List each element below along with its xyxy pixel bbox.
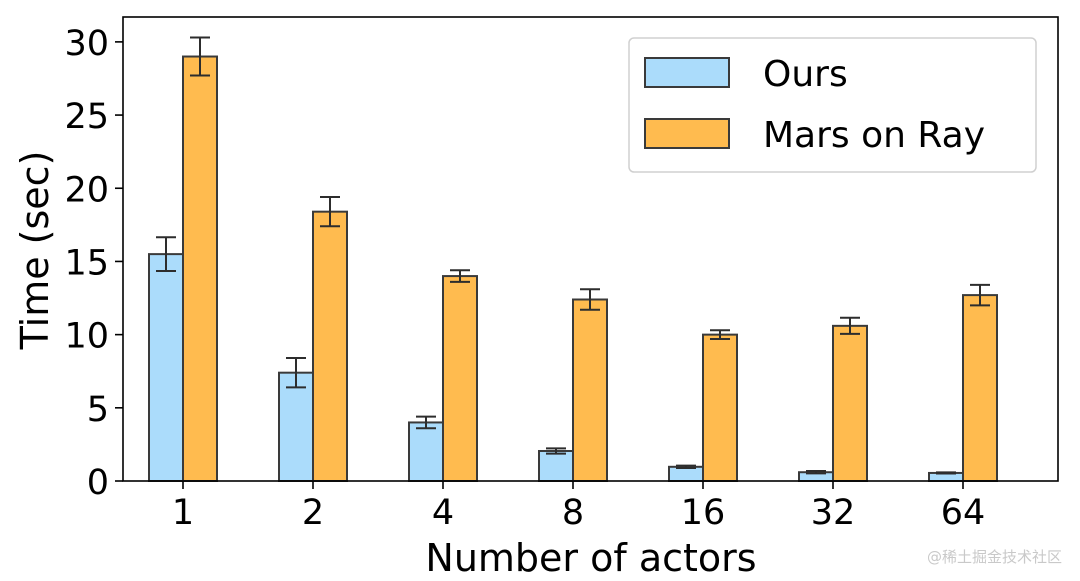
bar — [538, 449, 574, 482]
y-tick-label: 25 — [64, 97, 109, 137]
x-axis-label: Number of actors — [425, 536, 756, 580]
watermark: @稀土掘金技术社区 — [926, 548, 1062, 566]
x-tick-label: 1 — [172, 493, 194, 533]
bar — [962, 294, 998, 483]
bar — [182, 55, 218, 482]
y-tick-label: 20 — [64, 170, 109, 210]
legend-box — [628, 37, 1037, 173]
legend: Ours Mars on Ray — [628, 37, 1037, 173]
x-tick-label: 2 — [302, 493, 324, 533]
bar — [702, 333, 738, 482]
bar — [408, 421, 444, 483]
y-axis-label: Time (sec) — [13, 151, 57, 351]
y-tick-label: 0 — [87, 463, 109, 503]
bar — [312, 210, 348, 482]
y-tick-label: 5 — [87, 390, 109, 430]
axes-layer: 0 5 10 15 20 25 30 1 2 4 8 16 32 64 — [64, 16, 1059, 533]
plot-frame — [122, 16, 1059, 482]
legend-label: Mars on Ray — [763, 115, 985, 156]
bar — [572, 298, 608, 482]
x-tick-label: 16 — [681, 493, 726, 533]
y-tick-label: 30 — [64, 24, 109, 64]
bars-layer — [148, 55, 998, 483]
y-tick-label: 10 — [64, 317, 109, 357]
x-tick-label: 8 — [562, 493, 584, 533]
bar — [442, 275, 478, 482]
legend-label: Ours — [763, 54, 848, 95]
bar — [278, 371, 314, 482]
x-tick-label: 32 — [811, 493, 856, 533]
x-tick-label: 4 — [432, 493, 454, 533]
legend-swatch — [644, 57, 730, 88]
y-tick-label: 15 — [64, 243, 109, 283]
x-tick-label: 64 — [941, 493, 986, 533]
error-bars-layer — [156, 36, 990, 475]
legend-swatch — [644, 118, 730, 149]
bar — [832, 324, 868, 482]
bar — [148, 253, 184, 482]
